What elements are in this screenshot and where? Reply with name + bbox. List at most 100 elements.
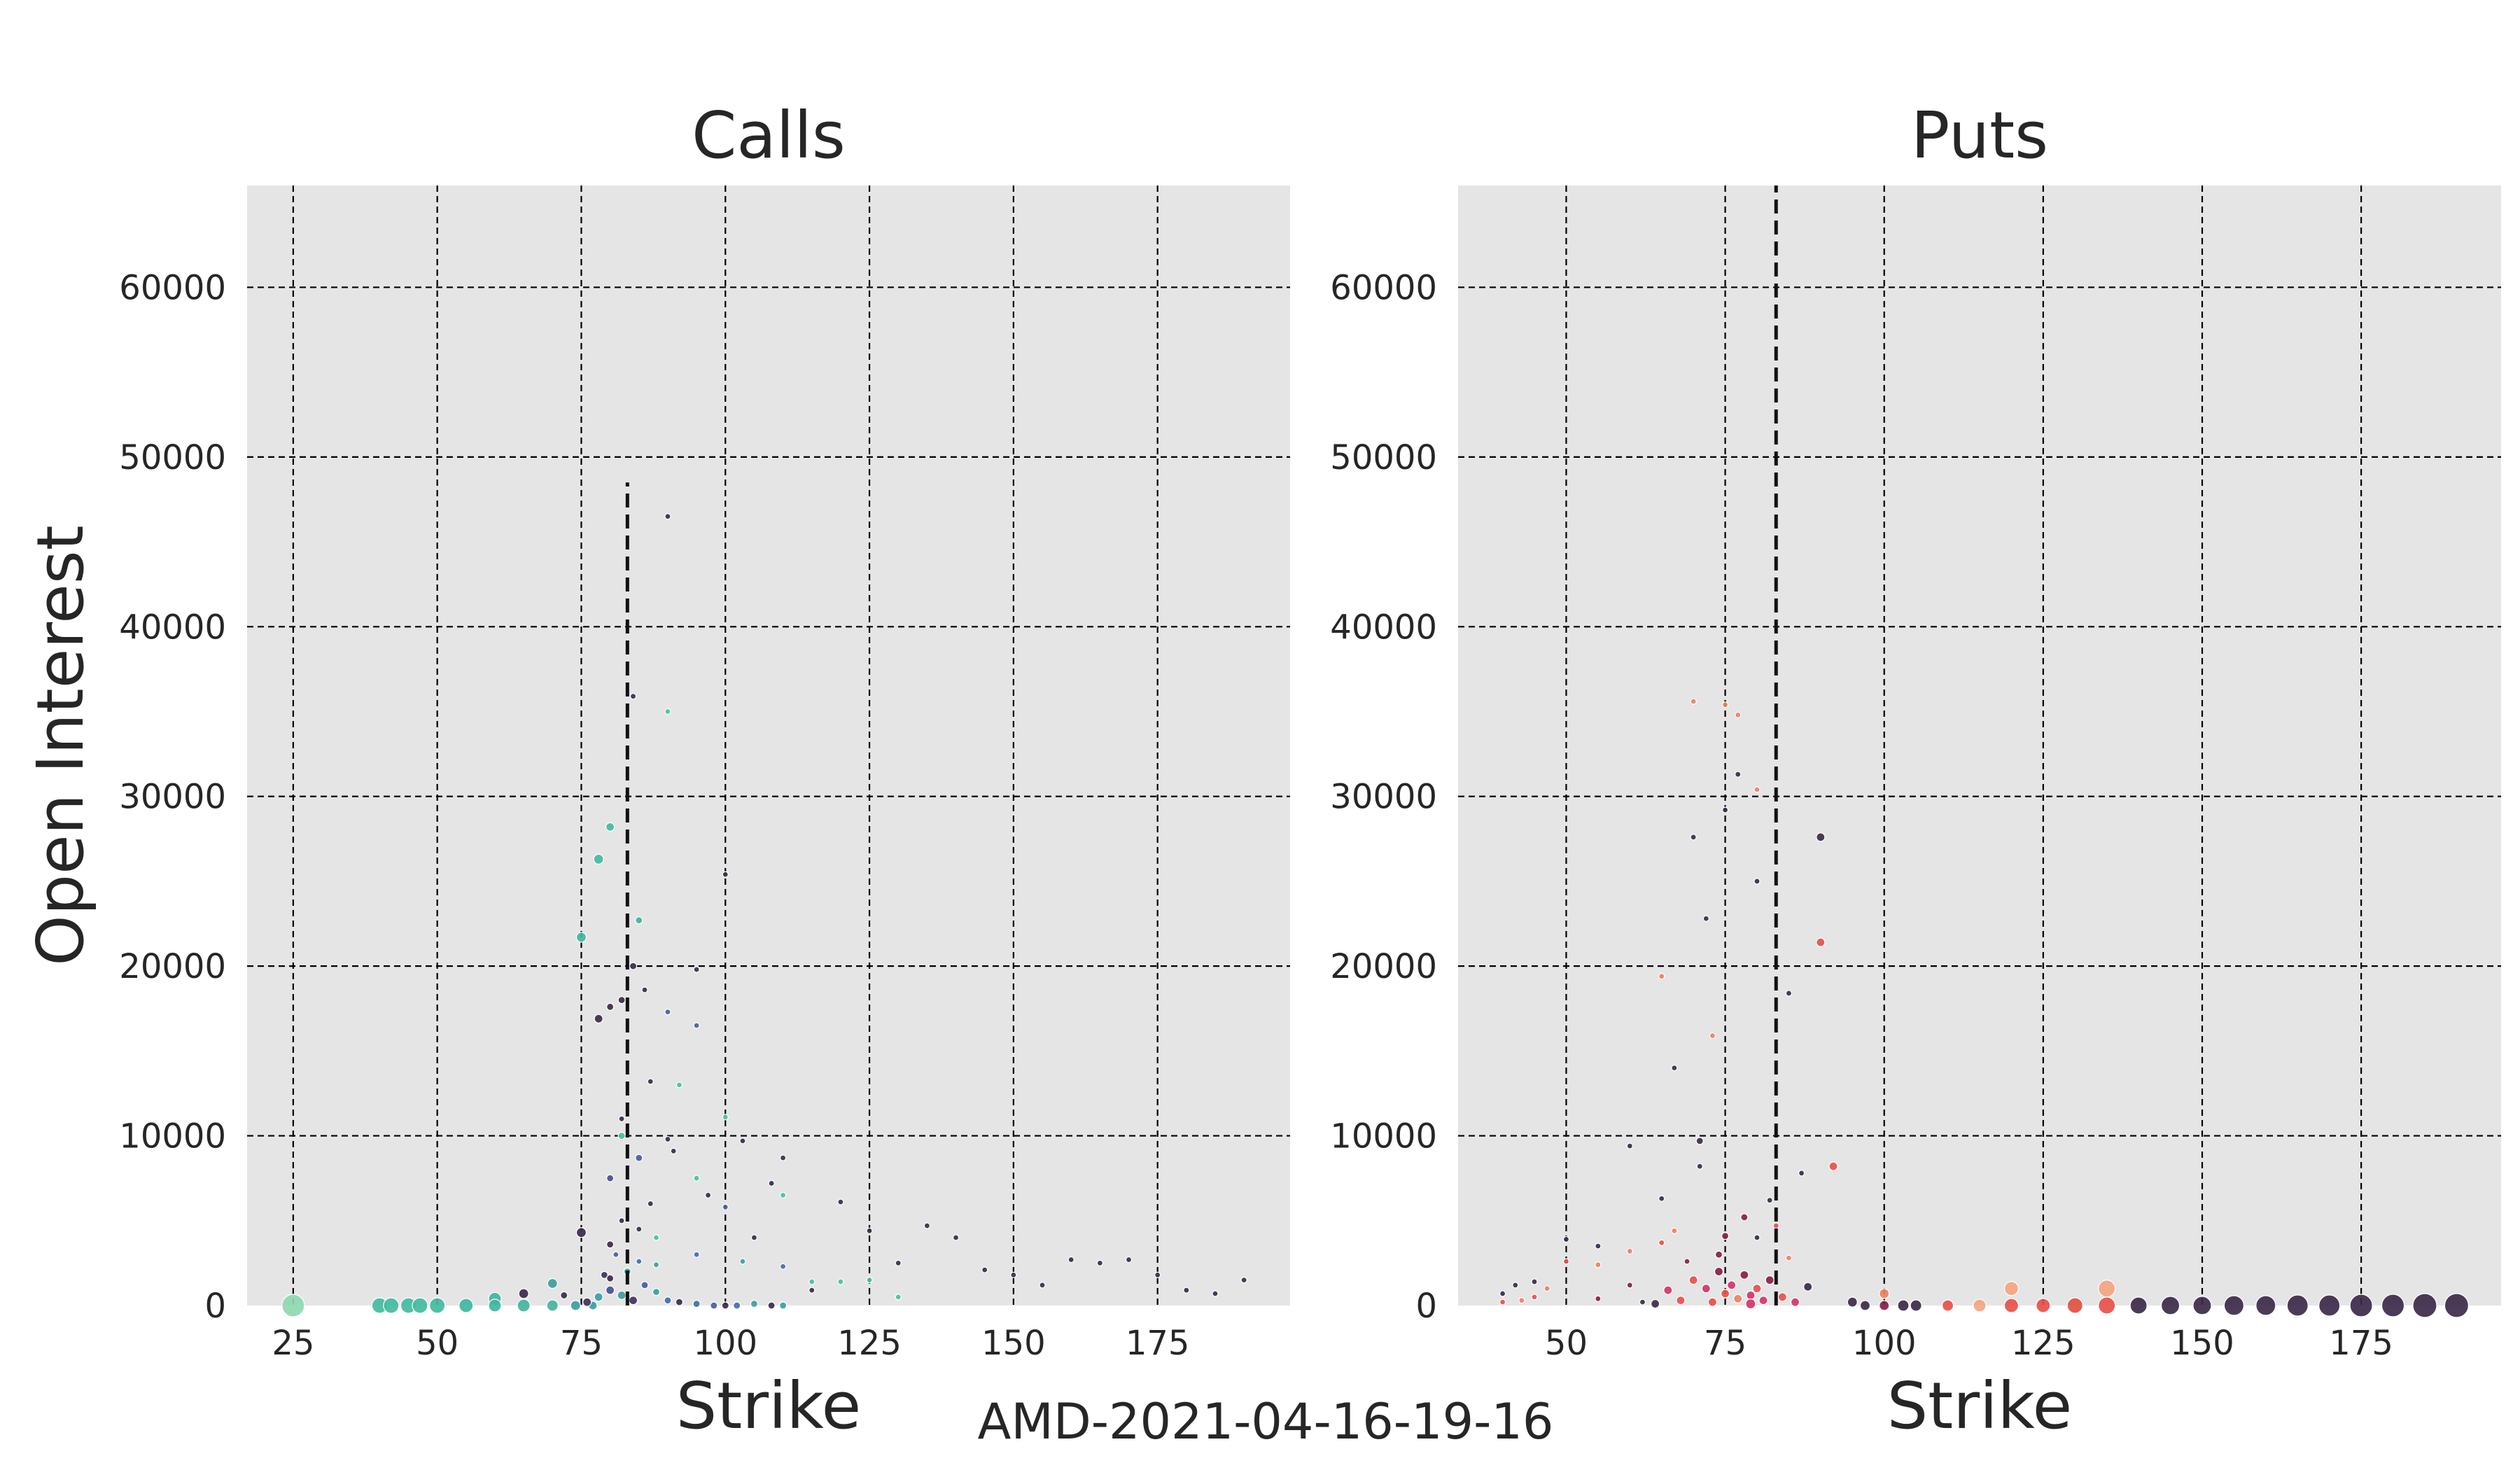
calls-data-point <box>693 1022 700 1029</box>
puts-data-point <box>1785 990 1793 997</box>
puts-data-point <box>1754 1234 1760 1241</box>
puts-data-point <box>1879 1300 1890 1311</box>
calls-data-point <box>923 1222 930 1229</box>
calls-data-point <box>866 1227 873 1234</box>
puts-data-point <box>2098 1296 2116 1315</box>
calls-x-axis-label: Strike <box>676 1368 861 1443</box>
calls-data-point <box>693 1251 700 1258</box>
puts-y-tick-label: 20000 <box>1330 947 1437 986</box>
calls-data-point <box>952 1234 960 1241</box>
puts-data-point <box>1531 1294 1538 1301</box>
calls-data-point <box>664 1009 671 1016</box>
calls-data-point <box>721 1301 729 1310</box>
puts-data-point <box>1658 973 1665 980</box>
calls-data-point <box>547 1278 558 1289</box>
puts-points <box>1499 698 2470 1318</box>
calls-data-point <box>606 1285 615 1295</box>
puts-data-point <box>2318 1294 2341 1317</box>
calls-data-point <box>670 1147 677 1154</box>
puts-data-point <box>2003 1298 2019 1313</box>
puts-data-point <box>1754 878 1760 885</box>
puts-data-point <box>1518 1297 1525 1304</box>
calls-data-point <box>1183 1287 1190 1294</box>
puts-data-point <box>1879 1288 1890 1299</box>
puts-data-point <box>1499 1298 1506 1306</box>
puts-data-point <box>1859 1300 1871 1311</box>
puts-data-point <box>1828 1161 1838 1171</box>
puts-x-tick-label: 100 <box>1852 1324 1917 1363</box>
puts-x-axis-label: Strike <box>1887 1368 2072 1443</box>
calls-data-point <box>1010 1271 1017 1278</box>
calls-panel: 25 50 75 100 125 150 175 0 10000 20000 30000 40000 5… <box>23 98 1290 1443</box>
puts-data-point <box>1752 1284 1762 1294</box>
calls-data-point <box>617 996 626 1004</box>
calls-y-tick-label: 60000 <box>119 268 226 307</box>
puts-plot-area <box>1458 186 2501 1306</box>
calls-data-point <box>560 1291 568 1300</box>
calls-x-tick-label: 175 <box>1126 1324 1190 1363</box>
puts-y-tick-label: 30000 <box>1330 778 1437 817</box>
puts-data-point <box>2349 1294 2373 1317</box>
puts-data-point <box>1684 1258 1690 1265</box>
puts-data-point <box>1531 1278 1538 1285</box>
puts-data-point <box>1499 1290 1506 1297</box>
calls-y-tick-label: 20000 <box>119 947 226 986</box>
puts-data-point <box>1690 698 1697 705</box>
calls-y-tick-label: 30000 <box>119 778 226 817</box>
puts-data-point <box>1721 701 1729 708</box>
puts-data-point <box>2098 1280 2116 1298</box>
puts-y-tick-label: 60000 <box>1330 268 1437 307</box>
calls-data-point <box>664 1296 672 1305</box>
calls-data-point <box>593 853 604 865</box>
puts-data-point <box>1754 786 1760 793</box>
puts-y-tick-label: 10000 <box>1330 1117 1437 1156</box>
calls-data-point <box>664 1135 671 1143</box>
calls-data-point <box>606 1240 615 1249</box>
puts-data-point <box>1663 1285 1673 1295</box>
puts-data-point <box>2066 1297 2083 1314</box>
calls-data-point <box>981 1266 988 1273</box>
puts-data-point <box>2223 1295 2245 1316</box>
puts-data-point <box>1512 1282 1519 1289</box>
puts-x-tick-label: 125 <box>2011 1324 2076 1363</box>
calls-title: Calls <box>692 98 846 173</box>
puts-data-point <box>1701 1284 1711 1294</box>
calls-data-point <box>1154 1271 1161 1278</box>
puts-data-point <box>1816 937 1826 947</box>
calls-data-point <box>693 966 700 973</box>
puts-data-point <box>1562 1236 1570 1243</box>
calls-data-point <box>767 1301 776 1310</box>
calls-data-point <box>704 1191 712 1199</box>
puts-data-point <box>1721 1232 1730 1240</box>
calls-data-point <box>612 1251 620 1258</box>
calls-data-point <box>635 916 643 925</box>
calls-data-point <box>488 1298 502 1312</box>
calls-data-point <box>575 932 587 943</box>
calls-data-point <box>778 1301 788 1310</box>
calls-data-point <box>281 1294 305 1317</box>
puts-data-point <box>2444 1293 2470 1318</box>
puts-data-point <box>2129 1296 2148 1315</box>
puts-data-point <box>1676 1296 1686 1306</box>
calls-data-point <box>429 1297 446 1314</box>
puts-data-point <box>1671 1227 1678 1234</box>
puts-y-tick-label: 40000 <box>1330 608 1437 647</box>
calls-data-point <box>546 1299 559 1312</box>
puts-data-point <box>1790 1297 1800 1307</box>
calls-data-point <box>722 871 729 878</box>
calls-data-point <box>618 1115 625 1122</box>
calls-data-point <box>693 1175 700 1182</box>
calls-data-point <box>647 1078 654 1085</box>
calls-data-point <box>1096 1259 1103 1266</box>
calls-data-point <box>575 1227 587 1238</box>
calls-y-tick-label: 50000 <box>119 438 226 477</box>
calls-data-point <box>606 1174 615 1182</box>
calls-data-point <box>518 1288 529 1299</box>
figure-suptitle: AMD-2021-04-16-19-16 <box>978 1393 1554 1450</box>
calls-data-point <box>458 1298 474 1313</box>
puts-data-point <box>1733 1294 1743 1303</box>
calls-data-point <box>733 1301 741 1310</box>
calls-data-point <box>675 1298 684 1306</box>
calls-data-point <box>636 1226 643 1233</box>
calls-data-point <box>641 986 648 993</box>
